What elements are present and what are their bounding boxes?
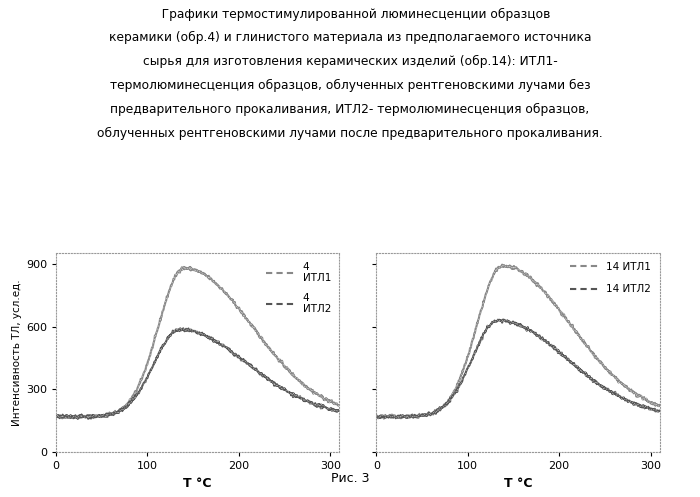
Text: Рис. 3: Рис. 3 bbox=[330, 472, 370, 485]
Text: Графики термостимулированной люминесценции образцов: Графики термостимулированной люминесценц… bbox=[150, 7, 550, 20]
X-axis label: Т °С: Т °С bbox=[183, 477, 212, 490]
Text: термолюминесценция образцов, облученных рентгеновскими лучами без: термолюминесценция образцов, облученных … bbox=[110, 79, 590, 92]
Text: предварительного прокаливания, ИТЛ2- термолюминесценция образцов,: предварительного прокаливания, ИТЛ2- тер… bbox=[111, 103, 589, 116]
Legend: 14 ИТЛ1, 14 ИТЛ2: 14 ИТЛ1, 14 ИТЛ2 bbox=[567, 258, 654, 297]
X-axis label: Т °С: Т °С bbox=[504, 477, 532, 490]
Text: облученных рентгеновскими лучами после предварительного прокаливания.: облученных рентгеновскими лучами после п… bbox=[97, 127, 603, 140]
Text: сырья для изготовления керамических изделий (обр.14): ИТЛ1-: сырья для изготовления керамических изде… bbox=[143, 55, 557, 68]
Legend: 4
ИТЛ1, 4
ИТЛ2: 4 ИТЛ1, 4 ИТЛ2 bbox=[263, 258, 334, 318]
Y-axis label: Интенсивность ТЛ, усл.ед.: Интенсивность ТЛ, усл.ед. bbox=[12, 279, 22, 426]
Text: керамики (обр.4) и глинистого материала из предполагаемого источника: керамики (обр.4) и глинистого материала … bbox=[108, 31, 592, 44]
